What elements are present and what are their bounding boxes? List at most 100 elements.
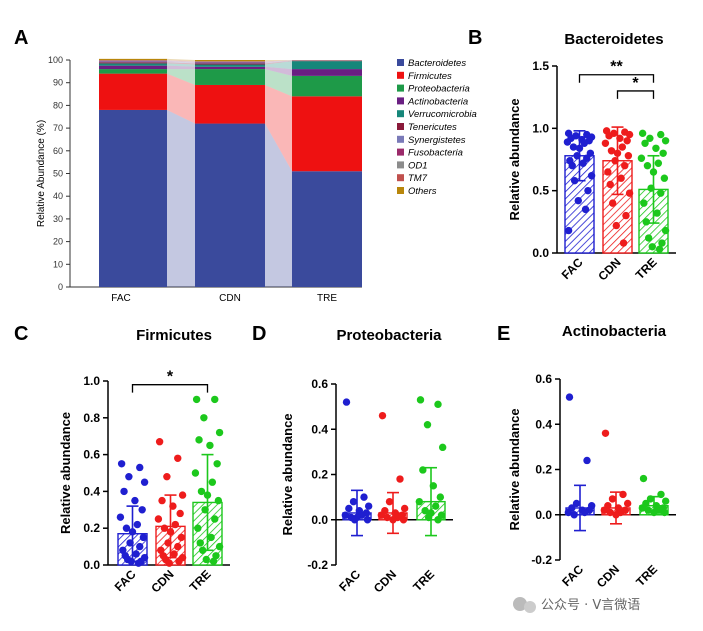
panel-a-legend-swatch [397, 97, 404, 105]
panel-b-data-point [660, 174, 669, 182]
panel-d-y-tick-label: 0.0 [311, 513, 328, 527]
panel-d-data-point [377, 511, 386, 519]
panel-a-y-tick-label: 40 [53, 191, 63, 201]
panel-d-data-point [350, 516, 359, 524]
panel-a-category-label: TRE [317, 293, 337, 304]
panel-c-data-point [215, 428, 224, 437]
watermark: 公众号 · V言微语 [513, 597, 640, 613]
panel-a-connector-band [167, 69, 195, 85]
panel-d-data-point [419, 466, 427, 474]
panel-c-data-point [175, 557, 183, 566]
panel-e-data-point [650, 508, 658, 517]
panel-c-data-point [158, 496, 166, 505]
panel-b-data-point [617, 174, 625, 182]
panel-b-data-point [654, 159, 663, 167]
panel-d-data-point [421, 507, 429, 515]
panel-b-data-point [640, 199, 648, 207]
panel-a-connector-band [265, 84, 292, 172]
panel-c-y-tick-label: 0.8 [83, 411, 100, 425]
panel-b-data-point [642, 218, 650, 226]
panel-d-data-point [378, 411, 387, 420]
panel-c-data-point [138, 506, 146, 514]
panel-d-y-tick-label: 0.4 [311, 422, 328, 436]
panel-a-segment-bacteroidetes [99, 109, 167, 287]
panel-d-data-point [424, 513, 433, 522]
panel-e-data-point [646, 495, 655, 503]
panel-c-significance-bracket [131, 384, 209, 393]
panel-b-data-point [647, 184, 655, 192]
panel-b-data-point [579, 159, 587, 167]
panel-b-data-point [607, 147, 616, 155]
panel-c-data-point [212, 552, 220, 560]
panel-a-legend-label: Actinobacteria [407, 96, 468, 107]
panel-e-y-axis-label: Relative abundance [507, 408, 522, 530]
panel-d-data-point [389, 516, 397, 524]
panel-a-legend-label: Fusobacteria [408, 148, 463, 159]
panel-a-connector-band [265, 69, 292, 97]
panel-b-significance-bracket [578, 74, 655, 83]
panel-e-y-tick-label: 0.6 [535, 372, 552, 386]
panel-a-connector-band [167, 63, 195, 67]
panel-c-data-point [198, 546, 207, 554]
panel-a-y-tick-label: 100 [48, 55, 63, 65]
panel-c-data-point [194, 524, 202, 532]
panel-c-y-tick-label: 0.2 [83, 521, 100, 535]
panel-c-y-tick-label: 0.4 [83, 484, 100, 498]
panel-e-y-tick-label: -0.2 [531, 553, 552, 567]
panel-c-data-point [125, 472, 133, 481]
panel-b-data-point [661, 137, 670, 145]
panel-c-data-point [132, 550, 140, 558]
panel-b-significance-label: ** [610, 59, 623, 76]
panel-b-data-point [581, 205, 590, 214]
panel-a-connector-band [265, 66, 292, 76]
panel-e-y-tick-label: 0.0 [535, 508, 552, 522]
panel-d-data-point [363, 516, 372, 524]
panel-d-data-point [342, 398, 351, 406]
panel-a-legend-label: Bacteroidetes [408, 58, 466, 69]
panel-e-data-point [639, 474, 648, 483]
panel-c-data-point [139, 533, 148, 542]
panel-c-data-point [134, 559, 143, 567]
panel-c-data-point [171, 520, 180, 529]
panel-b-data-point [659, 149, 667, 157]
panel-c-data-point [211, 515, 219, 523]
panel-d-data-point [438, 443, 447, 452]
panel-c-data-point [200, 414, 208, 422]
panel-e-data-point [657, 490, 665, 499]
panel-e-y-tick-label: 0.4 [535, 417, 552, 431]
panel-b-data-point [644, 234, 653, 242]
panel-a-connector-band [167, 61, 195, 64]
panel-b-data-point [641, 139, 649, 147]
panel-b-data-point [568, 162, 576, 170]
panel-c-data-point [133, 520, 142, 529]
panel-d-data-point [399, 516, 408, 524]
panel-a-y-axis-label: Relative Abundance (%) [36, 120, 47, 227]
panel-a-connector-band [167, 60, 195, 62]
panel-d-data-point [431, 502, 440, 510]
panel-d-y-tick-label: 0.2 [311, 468, 328, 482]
panel-d-data-point [364, 502, 373, 510]
panel-e-data-point [638, 504, 647, 512]
panel-b-data-point [618, 143, 627, 151]
panel-c-title: Firmicutes [136, 327, 212, 344]
panel-b-data-point [575, 144, 584, 152]
panel-a-connector-band [265, 60, 292, 63]
panel-a-legend-label: TM7 [408, 173, 428, 184]
panel-c-y-tick-label: 0.0 [83, 558, 100, 572]
panel-a-legend-label: Synergistetes [408, 135, 466, 146]
panel-b-data-point [624, 152, 633, 160]
panel-a-segment-tenericutes [195, 63, 265, 65]
panel-e-y-tick-label: 0.2 [535, 463, 552, 477]
panel-a-connector-band [167, 60, 195, 63]
panel-b-data-point [573, 152, 581, 160]
panel-d-data-point [383, 513, 391, 522]
panel-e-data-point [600, 506, 609, 514]
panel-a-legend-label: Tenericutes [408, 122, 457, 133]
panel-c-data-point [155, 438, 164, 446]
panel-b-data-point [604, 168, 612, 176]
panel-c-data-point [176, 509, 184, 518]
panel-a-legend-swatch [397, 59, 404, 66]
panel-d-data-point [434, 516, 442, 524]
panel-b-data-point [612, 221, 620, 230]
panel-a-segment-firmicutes [99, 73, 167, 110]
